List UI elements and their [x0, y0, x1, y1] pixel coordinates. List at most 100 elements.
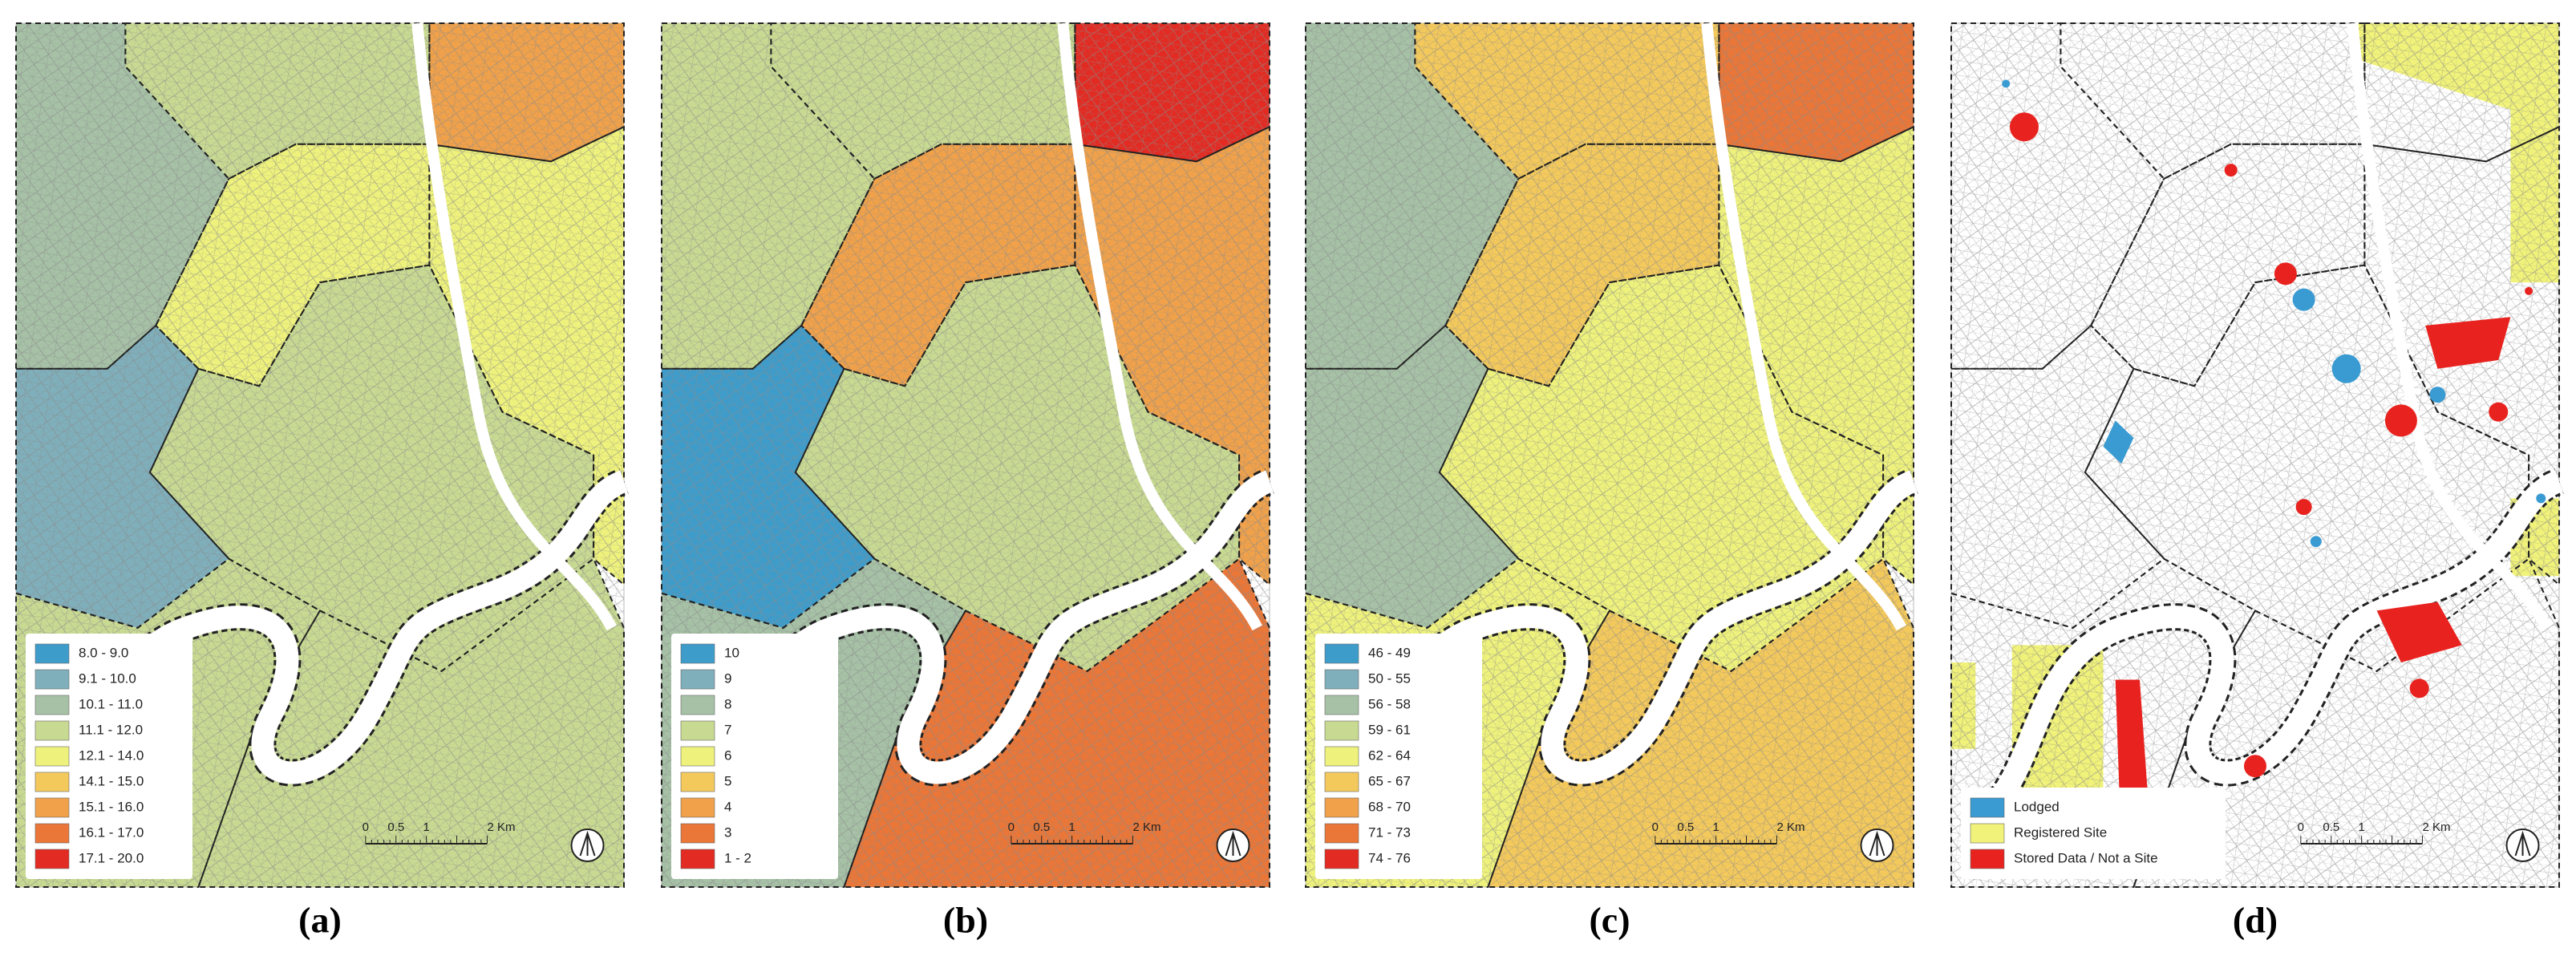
legend-label: 10 [724, 645, 739, 660]
boundary [1718, 125, 1914, 587]
stored-site [2489, 402, 2509, 422]
stored-site [2376, 602, 2462, 662]
lodged-site [2292, 288, 2315, 311]
legend-swatch [680, 669, 715, 690]
legend-label: 56 - 58 [1368, 696, 1411, 711]
legend-label: 7 [724, 722, 731, 737]
map-panel: Lodged Registered Site Stored Data / Not a… [1950, 22, 2565, 888]
legend-label: 14.1 - 15.0 [79, 773, 144, 788]
legend-label: 12.1 - 14.0 [79, 747, 144, 763]
lodged-site [2331, 354, 2361, 383]
legend-swatch [680, 849, 715, 869]
legend-label: 62 - 64 [1368, 747, 1411, 763]
legend-label: Lodged [2014, 799, 2060, 814]
legend-swatch [680, 720, 715, 741]
legend-label: 8.0 - 9.0 [79, 645, 128, 660]
legend-swatch [1324, 746, 1359, 767]
scale-label: 0 [1008, 820, 1015, 834]
legend-swatch [1324, 643, 1359, 664]
scale-label: 0.5 [2323, 820, 2339, 834]
legend-swatch [1970, 823, 2005, 844]
legend-label: 10.1 - 11.0 [79, 696, 143, 711]
legend-label: 9 [724, 670, 731, 686]
scale-label: 0 [2298, 820, 2304, 834]
scale-label: 0.5 [387, 820, 404, 834]
scale-label: 2 Km [1776, 820, 1804, 834]
legend-label: Registered Site [2014, 824, 2107, 840]
legend-swatch [680, 695, 715, 715]
legend-box [26, 634, 192, 879]
legend-label: 16.1 - 17.0 [79, 824, 144, 840]
map-panel: 46 - 49 50 - 55 56 - 58 59 - 61 62 - 64 65 - … [1305, 22, 1919, 888]
boundary [428, 125, 625, 587]
legend-label: 6 [724, 747, 731, 763]
legend-label: 71 - 73 [1368, 824, 1411, 840]
scale-label: 2 Km [2422, 820, 2450, 834]
legend-label: 17.1 - 20.0 [79, 850, 144, 865]
legend-swatch [680, 823, 715, 844]
legend-swatch [34, 797, 70, 818]
north-arrow [1869, 830, 1885, 857]
boundary [1414, 22, 1720, 180]
panel-label: (d) [2233, 900, 2278, 941]
legend-label: 4 [724, 799, 731, 814]
legend-swatch [1324, 695, 1359, 715]
legend-box [1961, 788, 2226, 879]
legend-label: 46 - 49 [1368, 645, 1411, 660]
stored-site [2009, 112, 2039, 142]
legend-swatch [34, 669, 70, 690]
lodged-site [2002, 79, 2011, 88]
legend-label: 65 - 67 [1368, 773, 1411, 788]
highway [411, 22, 617, 631]
north-arrow [1225, 830, 1241, 857]
stored-site [2384, 404, 2417, 437]
legend-swatch [1324, 669, 1359, 690]
legend-swatch [1324, 823, 1359, 844]
legend-swatch [1970, 849, 2005, 869]
legend-swatch [680, 772, 715, 792]
legend-label: 59 - 61 [1368, 722, 1411, 737]
scale-label: 1 [2358, 820, 2364, 834]
scale-label: 0 [363, 820, 369, 834]
legend-swatch [1324, 849, 1359, 869]
map-panel: 8.0 - 9.0 9.1 - 10.0 10.1 - 11.0 11.1 - 12.… [15, 22, 630, 888]
legend-label: 50 - 55 [1368, 670, 1411, 686]
legend-label: 8 [724, 696, 731, 711]
lodged-site [2310, 536, 2322, 548]
panel-label: (a) [298, 900, 342, 941]
stored-site [2425, 317, 2511, 369]
legend-swatch [1970, 797, 2005, 818]
north-arrow [579, 830, 596, 857]
legend-label: 9.1 - 10.0 [79, 670, 136, 686]
boundary [842, 557, 1270, 888]
boundary [2363, 125, 2560, 587]
legend-swatch [34, 720, 70, 741]
scale-label: 0.5 [1033, 820, 1050, 834]
scale-label: 0 [1652, 820, 1659, 834]
legend-swatch [1324, 797, 1359, 818]
legend-swatch [34, 746, 70, 767]
legend-swatch [34, 643, 70, 664]
lodged-site [2429, 387, 2446, 403]
lodged-site [2536, 493, 2546, 504]
legend-swatch [1324, 772, 1359, 792]
boundary [1074, 125, 1270, 587]
legend-swatch [34, 772, 70, 792]
panel-label: (c) [1589, 900, 1630, 941]
scale-label: 1 [1068, 820, 1075, 834]
legend-swatch [1324, 720, 1359, 741]
scale-label: 1 [1712, 820, 1719, 834]
legend-label: 1 - 2 [724, 850, 751, 865]
scale-label: 1 [423, 820, 429, 834]
legend-swatch [680, 643, 715, 664]
panel-label: (b) [943, 900, 988, 941]
legend-box [1315, 634, 1482, 879]
river [1963, 470, 2564, 836]
legend-swatch [34, 695, 70, 715]
legend-swatch [680, 746, 715, 767]
legend-swatch [34, 849, 70, 869]
street-texture [1951, 23, 2559, 887]
boundary [196, 557, 625, 888]
boundary [2060, 22, 2366, 180]
